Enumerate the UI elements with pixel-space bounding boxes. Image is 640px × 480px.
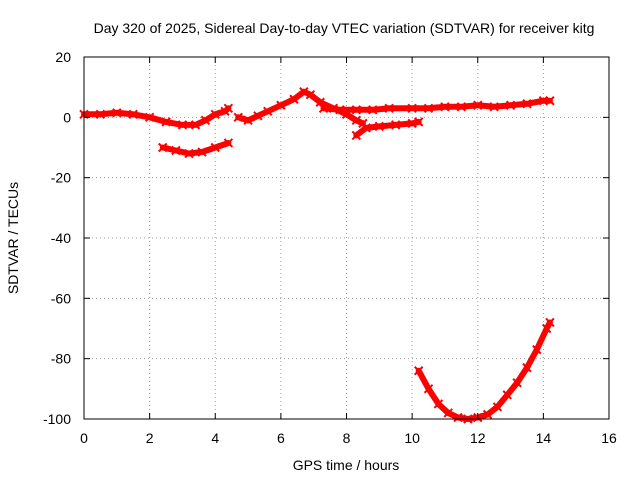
data-point [243, 115, 253, 126]
data-point [473, 100, 483, 110]
x-tick-label: 12 [470, 430, 486, 446]
data-point [522, 363, 532, 373]
data-point [502, 390, 512, 400]
data-point [315, 97, 325, 107]
data-point [532, 344, 542, 355]
data-point [384, 103, 394, 113]
data-point [456, 102, 467, 112]
data-point [443, 408, 453, 418]
y-tick-label: -100 [43, 411, 71, 427]
data-point [263, 106, 273, 117]
series-5 [318, 96, 555, 115]
data-point [305, 90, 316, 100]
data-point [112, 108, 122, 118]
data-point [423, 103, 434, 113]
data-point [184, 148, 194, 159]
x-tick-label: 2 [146, 430, 154, 446]
data-point [95, 109, 106, 120]
data-point [374, 121, 385, 132]
x-tick-label: 0 [80, 430, 88, 446]
x-tick-label: 10 [404, 430, 420, 446]
series-trace [159, 140, 232, 157]
data-point [492, 402, 503, 412]
data-point [505, 100, 516, 110]
data-point [368, 105, 378, 115]
x-tick-label: 6 [277, 430, 285, 446]
data-point [351, 130, 362, 141]
series-6 [413, 317, 555, 424]
data-point [440, 102, 450, 112]
x-tick-label: 4 [211, 430, 219, 446]
y-axis-label: SDTVAR / TECUs [5, 182, 21, 294]
data-point [482, 409, 493, 420]
data-point [318, 103, 329, 113]
data-point [128, 109, 138, 120]
data-point [289, 94, 299, 104]
data-point [299, 86, 309, 97]
data-point [391, 120, 401, 130]
data-point [407, 118, 417, 129]
data-point [522, 99, 532, 109]
data-point [161, 117, 171, 127]
y-tick-label: -20 [51, 170, 71, 186]
data-point [413, 366, 424, 376]
x-axis-label: GPS time / hours [293, 457, 400, 473]
data-point [545, 96, 555, 106]
axis-ticks: 0 2 4 6 8 10 12 14 16 20 0 -20 -40 -60 -80 -100 [43, 49, 617, 446]
data-point [489, 102, 499, 112]
x-tick-label: 8 [343, 430, 351, 446]
series-2 [158, 138, 234, 159]
y-tick-label: 20 [55, 49, 71, 65]
data-point [190, 120, 201, 130]
y-tick-label: -60 [51, 290, 71, 306]
y-tick-label: 0 [63, 109, 71, 125]
data-point [223, 138, 234, 148]
data-point [253, 111, 263, 121]
data-point [223, 103, 234, 113]
data-series [79, 86, 555, 424]
data-point [433, 399, 444, 409]
y-tick-label: -80 [51, 351, 71, 367]
data-point [335, 105, 345, 115]
data-point [210, 109, 220, 120]
data-point [545, 317, 555, 328]
data-point [512, 378, 522, 388]
y-tick-label: -40 [51, 230, 71, 246]
data-point [233, 112, 243, 123]
x-tick-label: 16 [601, 430, 617, 446]
data-point [351, 105, 362, 115]
x-tick-label: 14 [536, 430, 552, 446]
data-point [407, 103, 417, 113]
data-point [423, 384, 434, 394]
data-point [197, 147, 207, 157]
data-point [200, 115, 211, 126]
data-point [541, 323, 552, 334]
data-point [177, 120, 188, 130]
data-point [361, 123, 371, 133]
series-4 [351, 117, 424, 141]
chart-title: Day 320 of 2025, Sidereal Day-to-day VTE… [94, 20, 595, 36]
data-point [210, 142, 220, 153]
data-point [351, 115, 362, 126]
data-point [413, 117, 424, 127]
data-point [144, 112, 155, 123]
data-point [158, 142, 168, 153]
series-1 [79, 103, 234, 130]
data-point [171, 145, 181, 156]
data-point [453, 412, 463, 423]
data-point [276, 100, 286, 110]
